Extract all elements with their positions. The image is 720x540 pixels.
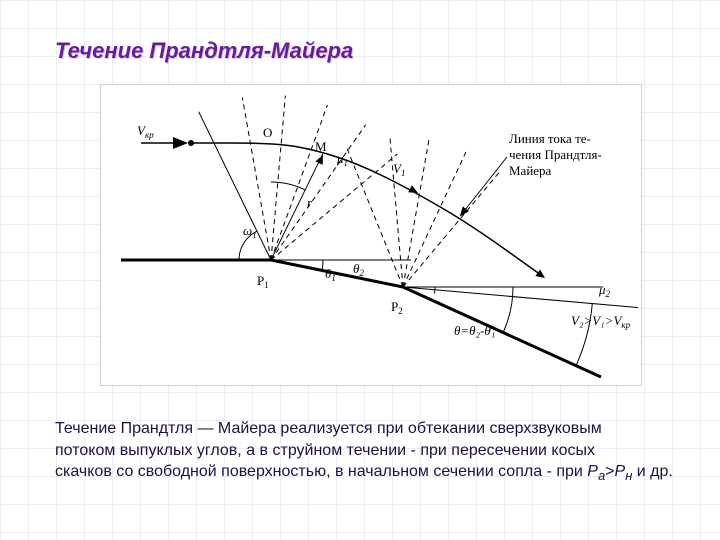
label-P1: P1 — [257, 273, 269, 290]
label-streamname1: Линия тока те- — [509, 131, 591, 146]
label-O: O — [263, 125, 272, 140]
label-Vkr: Vкр — [137, 123, 154, 140]
label-theta: θ=θ₂-θ₁ — [454, 323, 495, 338]
label-streamname2: чения Прандтля- — [509, 147, 602, 162]
label-M: M — [315, 139, 327, 154]
label-V1: V1 — [393, 161, 405, 178]
caption-line-1: Течение Прандтля — Майера реализуется пр… — [55, 420, 602, 437]
label-r: r — [307, 195, 313, 210]
label-mu1: μ1 — [336, 151, 348, 168]
label-mu2: μ2 — [598, 282, 611, 299]
caption-line-4: и др. — [637, 463, 673, 480]
caption-line-2: потоком выпуклых углов, а в струйном теч… — [55, 442, 595, 459]
page-title: Течение Прандтля-Майера — [55, 38, 353, 64]
caption-text: Течение Прандтля — Майера реализуется пр… — [55, 418, 680, 485]
label-P2: P2 — [391, 299, 403, 316]
label-streamname3: Майера — [509, 163, 552, 178]
prandtl-meyer-diagram: VкрOMμ1V1ω1P1θ1θ2P2θ=θ₂-θ₁μ2V₂>V₁>VкрЛин… — [101, 85, 641, 385]
label-Vrel: V₂>V₁>Vкр — [571, 313, 631, 330]
diagram-container: VкрOMμ1V1ω1P1θ1θ2P2θ=θ₂-θ₁μ2V₂>V₁>VкрЛин… — [100, 84, 642, 386]
pressure-relation: Pа>Pн — [587, 463, 632, 480]
caption-line-3: скачков со свободной поверхностью, в нач… — [55, 463, 587, 480]
label-th1: θ1 — [325, 266, 336, 283]
label-th2: θ2 — [353, 261, 364, 278]
